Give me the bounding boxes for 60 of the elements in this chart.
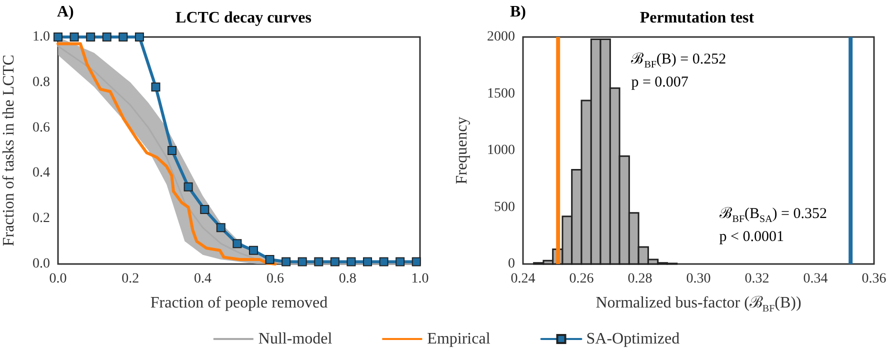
annotation: p < 0.0001 [719, 228, 784, 245]
point [86, 32, 96, 42]
point [298, 257, 307, 266]
x-tick-label: 1.0 [411, 272, 429, 286]
point [265, 254, 274, 264]
point [412, 257, 421, 266]
y-tick-label: 1000 [487, 143, 515, 158]
point [232, 239, 242, 248]
point [200, 205, 210, 214]
y-tick-label: 0.2 [32, 211, 50, 226]
x-tick-label: 0.2 [122, 272, 140, 286]
x-tick-label: 0.24 [510, 272, 536, 286]
point [151, 82, 160, 92]
x-tick-label: 0.32 [744, 272, 770, 286]
point [118, 32, 128, 42]
line-series [56, 42, 277, 266]
point [248, 246, 258, 255]
x-axis-title: Fraction of people removed [150, 294, 328, 312]
chart-title: LCTC decay curves [176, 10, 312, 26]
x-tick-label: 0.30 [686, 272, 711, 286]
chart-title: Permutation test [640, 10, 755, 26]
legend-label: Null-model [258, 330, 333, 348]
point [396, 257, 405, 266]
point [363, 257, 372, 266]
y-tick-label: 2000 [487, 30, 515, 44]
x-tick-label: 0.8 [338, 272, 356, 286]
x-tick-label: 0.0 [49, 272, 67, 286]
y-tick-label: 0 [508, 256, 515, 272]
point [346, 257, 356, 266]
point [216, 223, 226, 232]
y-axis-title: Fraction of tasks in the LCTC [0, 54, 18, 246]
annotation: p = 0.007 [631, 74, 689, 90]
point [314, 257, 324, 266]
x-tick-label: 0.36 [862, 272, 886, 286]
x-tick-label: 0.34 [803, 272, 828, 286]
point [184, 182, 193, 192]
legend-label: Empirical [427, 330, 491, 348]
x-tick-label: 0.28 [628, 272, 652, 286]
x-tick-label: 0.26 [569, 272, 594, 286]
text: B) [510, 4, 526, 20]
y-tick-label: 0.8 [32, 74, 50, 90]
y-tick-label: 1500 [487, 86, 515, 102]
y-tick-label: 1.0 [32, 30, 50, 44]
point [70, 32, 79, 42]
legend-label: SA-Optimized [586, 330, 680, 348]
point [102, 32, 112, 42]
point [168, 146, 177, 155]
point [379, 257, 388, 266]
point [330, 257, 340, 266]
y-axis-title: Frequency [454, 116, 470, 184]
x-tick-label: 0.6 [266, 272, 284, 286]
text: A) [57, 4, 74, 20]
point [134, 32, 144, 42]
y-tick-label: 0.6 [32, 120, 50, 136]
y-tick-label: 0.4 [32, 166, 50, 181]
x-tick-label: 0.4 [194, 272, 212, 286]
y-tick-label: 0.0 [32, 256, 50, 272]
point [54, 32, 62, 42]
y-tick-label: 500 [494, 200, 515, 215]
point [282, 257, 291, 266]
